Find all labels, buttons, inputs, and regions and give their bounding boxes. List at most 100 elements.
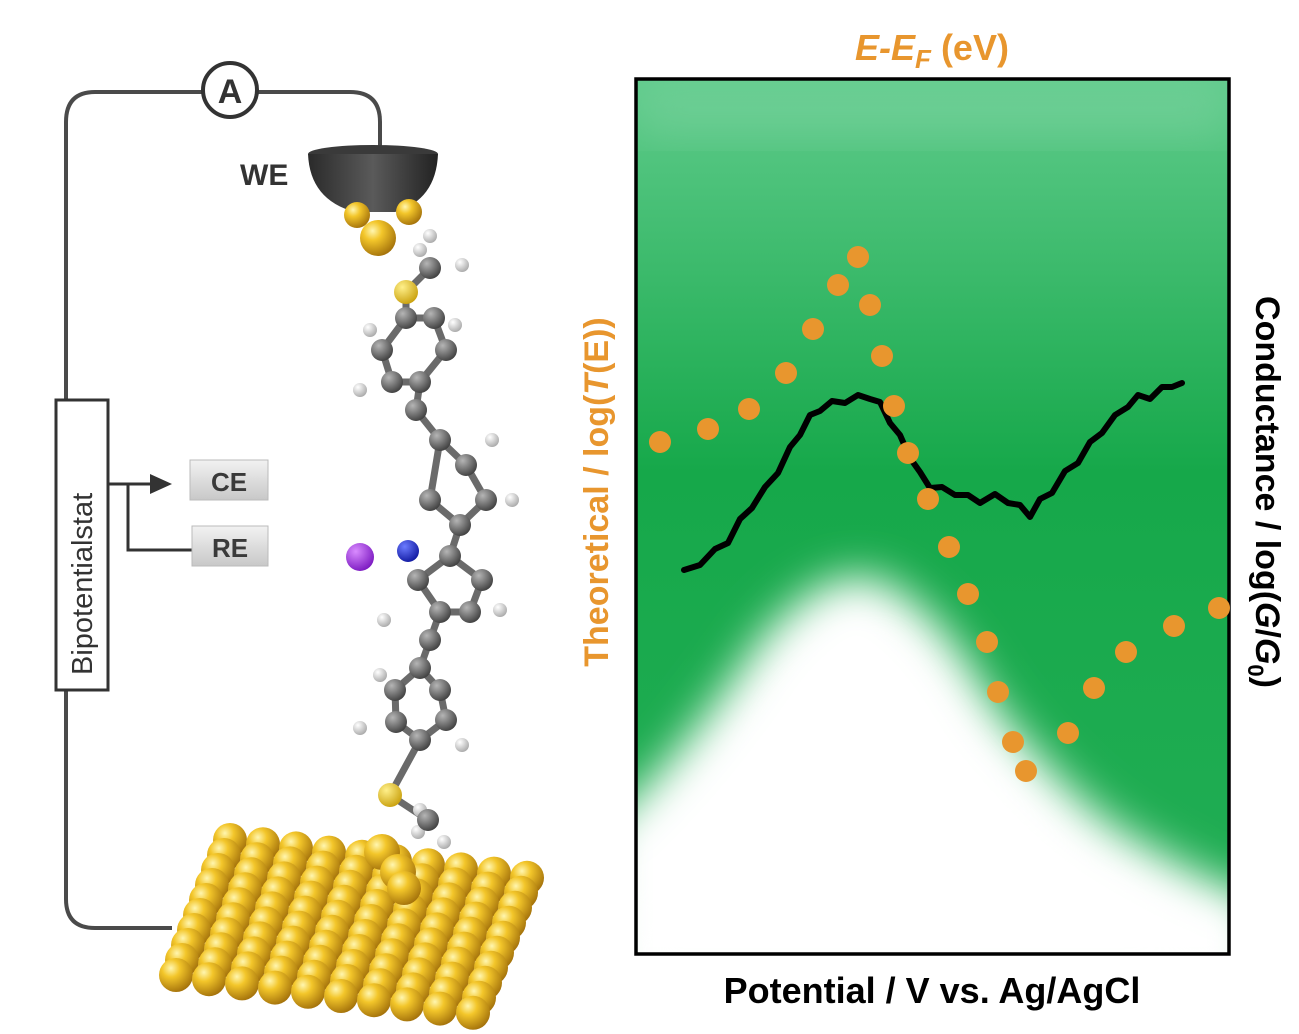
bottom-axis-title: Potential / V vs. Ag/AgCl — [724, 970, 1141, 1011]
hydrogen-atom — [455, 738, 469, 752]
sulfur-atom — [378, 783, 402, 807]
transmission-point — [697, 418, 719, 440]
hydrogen-atom — [363, 323, 377, 337]
right-axis-title-g: G — [1248, 602, 1286, 628]
carbon-atom — [475, 489, 497, 511]
transmission-point — [883, 395, 905, 417]
transmission-point — [1163, 615, 1185, 637]
carbon-atom — [435, 709, 457, 731]
carbon-atom — [429, 601, 451, 623]
transmission-point — [871, 345, 893, 367]
transmission-point — [859, 294, 881, 316]
carbon-atom — [409, 657, 431, 679]
transmission-point — [957, 583, 979, 605]
hydrogen-atom — [353, 383, 367, 397]
transmission-point — [897, 442, 919, 464]
left-axis-title-pre: Theoretical / log( — [578, 394, 616, 667]
left-axis-title-t: T — [578, 371, 616, 395]
hydrogen-atom — [373, 668, 387, 682]
gold-atom — [456, 995, 490, 1030]
carbon-atom — [449, 514, 471, 536]
gold-atom — [291, 974, 325, 1009]
carbon-atom — [417, 809, 439, 831]
gold-atom — [258, 970, 292, 1005]
transmission-point — [917, 488, 939, 510]
carbon-atom — [405, 399, 427, 421]
conductance-histogram — [636, 79, 1229, 954]
gold-adatom — [387, 871, 421, 905]
right-axis-title-post: ) — [1248, 677, 1286, 688]
transmission-points — [649, 246, 1230, 782]
right-axis-title-pre: Conductance / log( — [1248, 296, 1286, 603]
top-axis-title: E-EF (eV) — [855, 27, 1009, 74]
transmission-point — [649, 431, 671, 453]
gold-substrate — [159, 823, 544, 1030]
right-axis-title-sub0: 0 — [1243, 664, 1268, 676]
gold-atom — [159, 958, 193, 992]
transmission-point — [987, 681, 1009, 703]
carbon-atom — [471, 569, 493, 591]
hydrogen-atom — [493, 603, 507, 617]
gold-atom — [390, 987, 424, 1022]
transmission-point — [1002, 731, 1024, 753]
hydrogen-atom — [455, 258, 469, 272]
transmission-point — [775, 362, 797, 384]
carbon-atom — [429, 679, 451, 701]
carbon-atom — [395, 307, 417, 329]
carbon-atom — [381, 371, 403, 393]
carbon-atom — [371, 339, 393, 361]
conductance-plot: E-EF (eV) Theoretical / log(T(E)) Conduc… — [578, 27, 1286, 1011]
circuit-wire — [64, 90, 382, 930]
carbon-atom — [407, 569, 429, 591]
right-axis-title: Conductance / log(G/G0) — [1243, 296, 1286, 688]
carbon-atom — [384, 679, 406, 701]
carbon-atom — [409, 729, 431, 751]
hydrogen-atom — [413, 243, 427, 257]
transmission-point — [827, 274, 849, 296]
molecule — [346, 229, 519, 849]
bipotentiostat-label: Bipotentialstat — [67, 493, 99, 675]
carbon-atom — [423, 307, 445, 329]
re-electrode-box: RE — [191, 525, 269, 567]
ammeter: A — [201, 61, 259, 119]
transmission-point — [938, 536, 960, 558]
right-axis-title-g0: G — [1248, 638, 1286, 664]
nitrogen-atom — [397, 540, 419, 562]
hydrogen-atom — [423, 229, 437, 243]
transmission-point — [1115, 641, 1137, 663]
gold-atom — [192, 962, 226, 997]
gold-atom — [357, 983, 391, 1018]
carbon-atom — [419, 629, 441, 651]
carbon-atom — [459, 601, 481, 623]
transmission-point — [738, 398, 760, 420]
stm-tip — [308, 145, 438, 256]
carbon-atom — [439, 545, 461, 567]
carbon-atom — [435, 339, 457, 361]
carbon-atom — [455, 454, 477, 476]
transmission-point — [1015, 760, 1037, 782]
carbon-atom — [409, 371, 431, 393]
junction-schematic: A Bipotentialstat CE RE WE — [54, 61, 544, 1030]
gold-atom — [225, 966, 259, 1001]
ce-label: CE — [211, 467, 247, 497]
hydrogen-atom — [485, 433, 499, 447]
ammeter-label: A — [218, 73, 243, 111]
top-axis-title-unit: (eV) — [931, 27, 1009, 68]
transmission-point — [1057, 722, 1079, 744]
transmission-point — [976, 631, 998, 653]
hydrogen-atom — [505, 493, 519, 507]
gold-atom — [324, 979, 358, 1013]
carbon-atom — [429, 429, 451, 451]
bipotentiostat-box: Bipotentialstat — [54, 398, 110, 692]
left-axis-title-post: (E)) — [578, 317, 616, 374]
hydrogen-atom — [353, 721, 367, 735]
transmission-point — [802, 318, 824, 340]
sulfur-atom — [394, 280, 418, 304]
arrow-icon — [150, 474, 172, 494]
hydrogen-atom — [437, 835, 451, 849]
transmission-point — [1083, 677, 1105, 699]
carbon-atom — [419, 257, 441, 279]
top-axis-title-sub: F — [915, 44, 932, 74]
conductance-trace — [681, 380, 1185, 573]
carbon-atom — [385, 711, 407, 733]
